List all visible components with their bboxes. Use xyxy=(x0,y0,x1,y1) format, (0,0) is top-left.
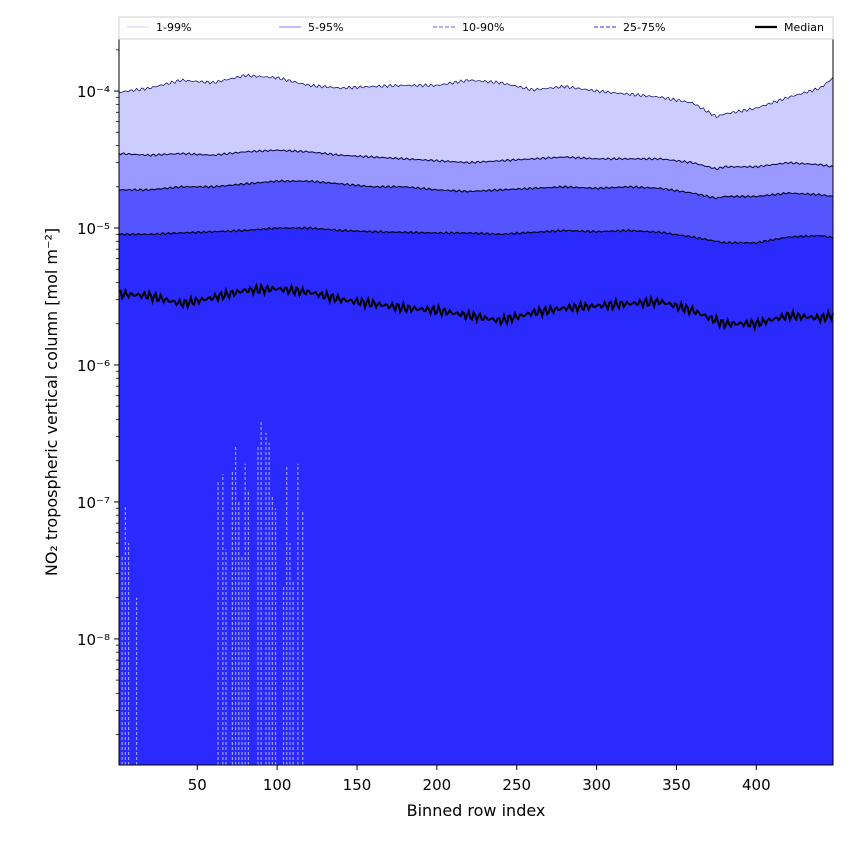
legend-label: 1-99% xyxy=(156,21,191,34)
legend-label: Median xyxy=(784,21,824,34)
y-tick-label: 10⁻⁵ xyxy=(77,220,110,238)
x-tick-label: 200 xyxy=(423,776,452,794)
y-axis-label: NO₂ tropospheric vertical column [mol m⁻… xyxy=(42,228,61,576)
band-25-75 xyxy=(119,227,833,765)
y-tick-label: 10⁻⁴ xyxy=(77,83,110,101)
x-tick-label: 50 xyxy=(188,776,207,794)
x-tick-label: 300 xyxy=(582,776,611,794)
x-tick-label: 350 xyxy=(662,776,691,794)
x-tick-label: 400 xyxy=(742,776,771,794)
legend: 1-99% 5-95% 10-90% 25-75% Median xyxy=(118,16,834,40)
y-tick-label: 10⁻⁶ xyxy=(77,357,110,375)
y-axis-ticks: 10⁻⁸ 10⁻⁷ 10⁻⁶ 10⁻⁵ 10⁻⁴ xyxy=(77,49,119,736)
median-line xyxy=(118,282,834,333)
legend-label: 25-75% xyxy=(623,21,665,34)
percentile-lines xyxy=(118,73,834,333)
x-axis-ticks: 50 100 150 200 250 300 350 400 xyxy=(188,765,771,794)
line-p75 xyxy=(118,226,834,245)
y-tick-label: 10⁻⁷ xyxy=(77,494,110,512)
legend-box xyxy=(118,16,834,40)
lower-percentile-spikes xyxy=(121,420,304,765)
line-p95 xyxy=(118,149,834,170)
x-axis-label: Binned row index xyxy=(407,801,546,820)
legend-label: 10-90% xyxy=(462,21,504,34)
x-tick-label: 150 xyxy=(343,776,372,794)
line-p99 xyxy=(118,73,834,118)
line-p90 xyxy=(118,179,834,200)
y-tick-label: 10⁻⁸ xyxy=(77,631,110,649)
legend-label: 5-95% xyxy=(308,21,343,34)
plot-area xyxy=(119,74,833,766)
x-tick-label: 250 xyxy=(502,776,531,794)
x-tick-label: 100 xyxy=(263,776,292,794)
